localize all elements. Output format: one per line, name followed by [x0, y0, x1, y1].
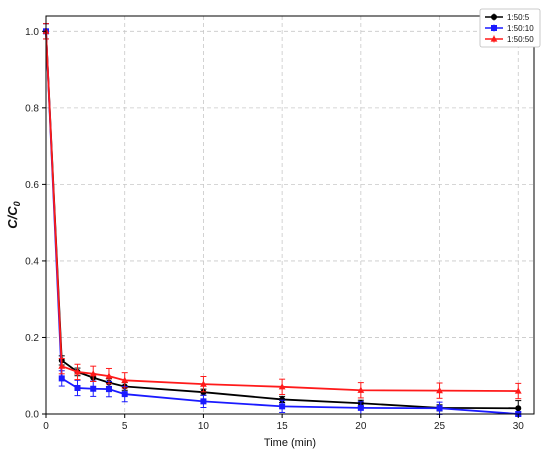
- x-tick-label: 30: [513, 421, 525, 432]
- data-point: [200, 398, 207, 405]
- data-point: [74, 368, 81, 375]
- x-tick-label: 5: [122, 421, 128, 432]
- legend-marker: [490, 35, 498, 42]
- legend-label: 1:50:50: [507, 35, 534, 44]
- data-point: [121, 391, 128, 398]
- data-point: [515, 405, 522, 412]
- data-point: [279, 396, 286, 403]
- x-tick-label: 25: [434, 421, 446, 432]
- data-point: [279, 403, 286, 410]
- data-point: [105, 372, 113, 379]
- y-tick-label: 0.0: [25, 410, 39, 421]
- legend: 1:50:5 1:50:10 1:50:50: [479, 8, 541, 48]
- data-point: [278, 383, 286, 390]
- plot-background: [46, 16, 534, 414]
- grid: [45, 16, 534, 415]
- legend-label: 1:50:10: [507, 24, 534, 33]
- data-point: [58, 375, 65, 382]
- data-point: [74, 384, 81, 391]
- legend-marker: [491, 25, 497, 31]
- x-tick-label: 0: [43, 421, 49, 432]
- plot-frame: [45, 15, 535, 415]
- y-tick-label: 0.8: [25, 103, 39, 114]
- y-axis-label: C/C0: [5, 201, 22, 228]
- x-tick-label: 20: [355, 421, 367, 432]
- x-tick-label: 10: [198, 421, 210, 432]
- x-tick-label: 15: [277, 421, 289, 432]
- data-point: [436, 405, 443, 412]
- data-point: [436, 387, 443, 394]
- ticks: 0 5 10 15 20 25 30 0.0 0.2 0.4 0.6 0.8 1.0: [25, 27, 524, 432]
- data-point: [58, 362, 66, 369]
- series-2: [43, 23, 522, 417]
- data-point: [357, 404, 364, 411]
- x-axis-label: Time (min): [264, 437, 316, 449]
- legend-marker: [491, 14, 497, 20]
- data-point: [89, 370, 97, 377]
- data-point: [105, 386, 112, 393]
- y-tick-label: 0.4: [25, 256, 39, 267]
- data-point: [90, 385, 97, 392]
- y-tick-label: 0.6: [25, 180, 39, 191]
- data-point: [121, 376, 129, 383]
- data-point: [357, 386, 365, 393]
- legend-label: 1:50:5: [507, 13, 530, 22]
- y-tick-label: 0.2: [25, 333, 39, 344]
- data-point: [200, 380, 207, 387]
- data-point: [514, 387, 522, 394]
- y-tick-label: 1.0: [25, 27, 39, 38]
